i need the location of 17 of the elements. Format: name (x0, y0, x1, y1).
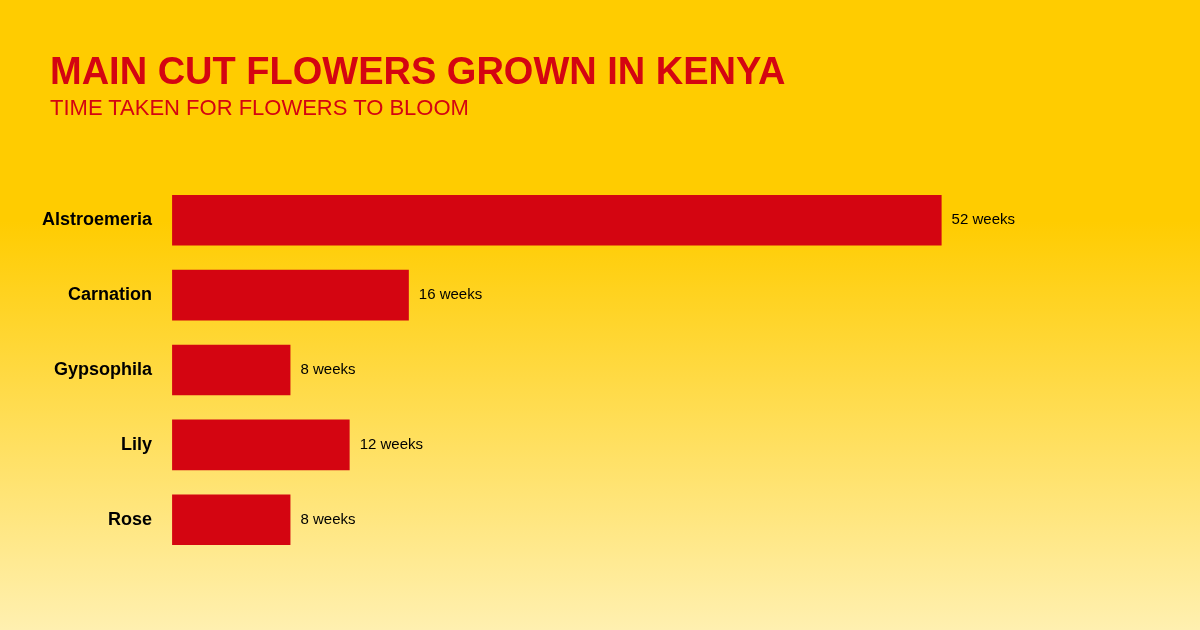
data-label: 12 weeks (359, 435, 424, 453)
chart-subtitle: TIME TAKEN FOR FLOWERS TO BLOOM (50, 95, 469, 121)
y-tick-label: Alstroemeria (41, 209, 154, 230)
data-label: 16 weeks (418, 285, 483, 303)
y-tick-label: Carnation (68, 284, 153, 305)
bar (172, 344, 291, 396)
y-tick-label: Rose (108, 508, 153, 529)
bar (172, 494, 291, 546)
data-label: 8 weeks (300, 360, 356, 378)
data-label: 52 weeks (951, 210, 1015, 228)
y-tick-label: Lily (121, 433, 153, 454)
bar (172, 419, 350, 471)
bar (172, 194, 942, 246)
bar (172, 269, 409, 321)
data-label: 8 weeks (300, 509, 356, 527)
y-tick-label: Gypsophila (54, 358, 154, 379)
chart-title: MAIN CUT FLOWERS GROWN IN KENYA (50, 50, 786, 93)
